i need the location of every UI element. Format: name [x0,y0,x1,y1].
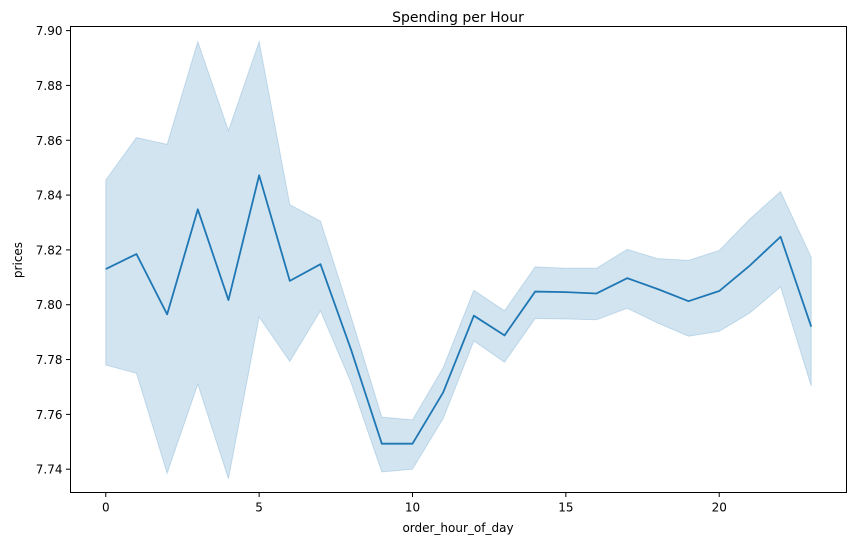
confidence-band [105,39,812,479]
y-tick-label: 7.86 [36,134,63,148]
y-axis-label: prices [11,242,25,278]
x-tick-label: 20 [712,501,727,515]
x-tick-label: 0 [102,501,110,515]
y-tick-label: 7.82 [36,243,63,257]
y-tick-label: 7.88 [36,79,63,93]
plot-frame [70,26,847,493]
chart-title: Spending per Hour [392,10,524,26]
y-axis: 7.74 7.76 7.78 7.80 7.82 7.84 7.86 7.88 7.90 [36,24,71,477]
series-line [105,174,813,445]
y-tick-label: 7.90 [36,24,63,38]
y-tick-label: 7.78 [36,353,63,367]
y-tick-label: 7.74 [36,463,63,477]
plot-area [105,39,813,479]
y-tick-label: 7.80 [36,298,63,312]
x-axis: 0 5 10 15 20 [102,492,727,515]
y-tick-label: 7.76 [36,408,63,422]
x-axis-label: order_hour_of_day [402,521,513,535]
x-tick-label: 5 [255,501,263,515]
y-tick-label: 7.84 [36,189,63,203]
x-tick-label: 10 [405,501,420,515]
x-tick-label: 15 [558,501,573,515]
